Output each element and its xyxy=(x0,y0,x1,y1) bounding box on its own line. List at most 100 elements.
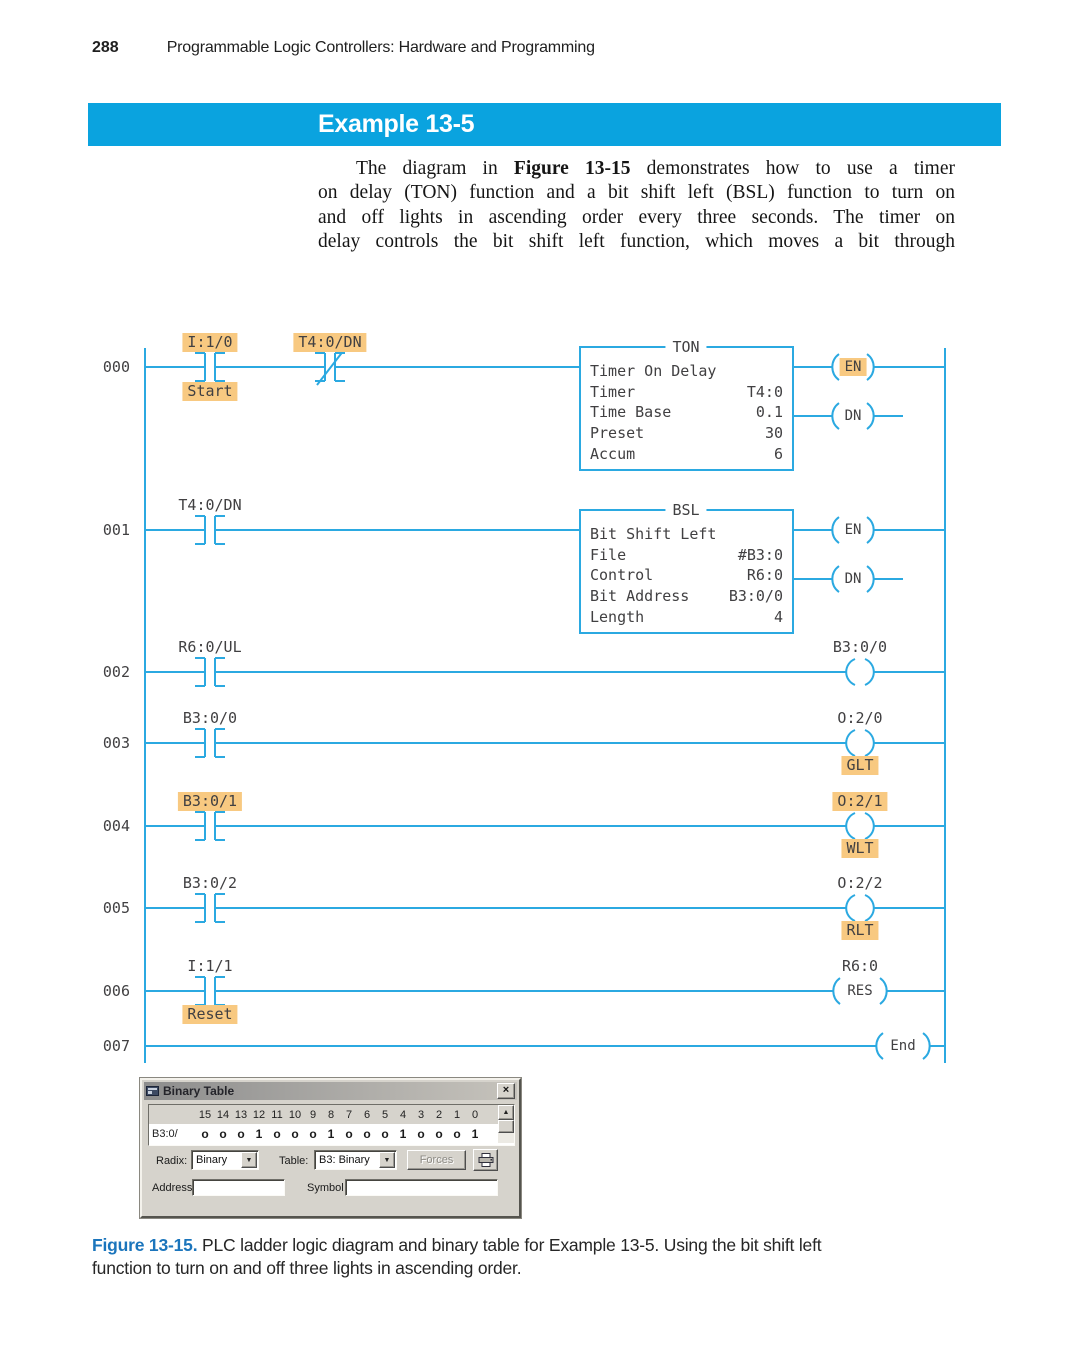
bit-header: 6 xyxy=(363,1108,371,1121)
paragraph-text: demonstrates how to use a timer xyxy=(630,158,955,179)
contact-label: I:1/1 xyxy=(187,957,233,975)
table-select[interactable]: B3: Binary ▼ xyxy=(314,1150,397,1170)
dn-coil-label: DN xyxy=(844,571,862,587)
page-number: 288 xyxy=(92,39,119,56)
contact-symbol-label: Start xyxy=(182,382,238,401)
bit-value[interactable]: o xyxy=(309,1126,317,1141)
bit-header: 15 xyxy=(198,1108,212,1121)
window-titlebar[interactable]: Binary Table × xyxy=(144,1082,517,1100)
paragraph-line: delay controls the bit shift left functi… xyxy=(318,231,955,253)
bit-header: 2 xyxy=(435,1108,443,1121)
param-label: Length xyxy=(590,607,645,626)
scrollbar-thumb[interactable] xyxy=(498,1120,514,1133)
bit-value[interactable]: 1 xyxy=(255,1126,263,1141)
bit-value[interactable]: o xyxy=(219,1126,227,1141)
rung-number: 002 xyxy=(102,663,130,681)
coil-label: R6:0 xyxy=(841,957,879,975)
output-coil xyxy=(845,894,875,922)
bit-value[interactable]: 1 xyxy=(399,1126,407,1141)
paragraph-line: The diagram in Figure 13-15 demonstrates… xyxy=(318,157,955,181)
ton-block-body: Timer On Delay Timer T4:0 Time Base 0.1 Pr… xyxy=(590,361,783,464)
param-label: Control xyxy=(590,566,654,585)
bit-value[interactable]: o xyxy=(273,1126,281,1141)
contact-no xyxy=(195,728,225,758)
dn-coil-label: DN xyxy=(844,408,862,424)
output-coil xyxy=(845,812,875,840)
figure-caption-text: PLC ladder logic diagram and binary tabl… xyxy=(197,1235,822,1255)
coil-symbol-label: GLT xyxy=(841,756,879,775)
param-value: 30 xyxy=(764,424,783,443)
contact-nc xyxy=(315,349,345,386)
contact-no xyxy=(195,515,225,545)
contact-label: T4:0/DN xyxy=(178,496,242,514)
instruction-desc: Bit Shift Left xyxy=(590,525,717,544)
printer-icon xyxy=(478,1153,493,1167)
table-value: B3: Binary xyxy=(319,1154,370,1166)
bit-header: 8 xyxy=(327,1108,335,1121)
bit-value[interactable]: o xyxy=(453,1126,461,1141)
close-icon[interactable]: × xyxy=(497,1083,515,1099)
param-label: File xyxy=(590,545,627,564)
window-icon xyxy=(146,1086,159,1096)
running-head: 288 Programmable Logic Controllers: Hard… xyxy=(92,39,595,57)
address-input[interactable] xyxy=(192,1179,285,1196)
param-label: Accum xyxy=(590,444,636,463)
instruction-desc: Timer On Delay xyxy=(590,362,717,381)
res-coil-label: RES xyxy=(847,983,873,999)
output-coil xyxy=(845,658,875,686)
example-banner-title: Example 13-5 xyxy=(318,110,475,138)
scroll-up-icon[interactable]: ▲ xyxy=(498,1105,514,1120)
bit-value[interactable]: o xyxy=(291,1126,299,1141)
print-button[interactable] xyxy=(473,1149,498,1171)
bit-value[interactable]: o xyxy=(363,1126,371,1141)
figure-caption-label: Figure 13-15. xyxy=(92,1235,198,1255)
rung-number: 006 xyxy=(102,982,130,1000)
bit-header: 4 xyxy=(399,1108,407,1121)
bit-value[interactable]: 1 xyxy=(471,1126,479,1141)
bit-value[interactable]: o xyxy=(417,1126,425,1141)
forces-button[interactable]: Forces xyxy=(407,1150,466,1170)
rung-number: 000 xyxy=(102,358,130,376)
bit-header: 9 xyxy=(309,1108,317,1121)
rung-number: 007 xyxy=(102,1037,130,1055)
contact-label: B3:0/1 xyxy=(177,792,243,811)
example-banner: Example 13-5 xyxy=(88,103,1001,146)
contact-label: B3:0/2 xyxy=(182,874,238,892)
dn-coil xyxy=(831,565,875,593)
ladder-diagram: 000 001 002 003 004 005 006 007 I:1/0 St… xyxy=(88,330,1010,1078)
contact-no xyxy=(195,811,225,841)
bit-value-row[interactable]: B3:0/ o o o 1 o o o 1 o o o 1 o o o 1 xyxy=(149,1124,514,1143)
contact-label: R6:0/UL xyxy=(178,638,242,656)
end-coil-label: End xyxy=(890,1038,916,1054)
coil-label: O:2/0 xyxy=(837,709,883,727)
dropdown-icon[interactable]: ▼ xyxy=(379,1152,395,1168)
bit-value[interactable]: o xyxy=(435,1126,443,1141)
binary-grid[interactable]: 15 14 13 12 11 10 9 8 7 6 5 4 3 2 1 0 B3… xyxy=(148,1104,515,1146)
figure-caption-text: function to turn on and off three lights… xyxy=(92,1257,522,1278)
paragraph-line: on delay (TON) function and a bit shift … xyxy=(318,182,955,204)
param-value: B3:0/0 xyxy=(728,587,783,606)
contact-label: I:1/0 xyxy=(182,333,238,352)
symbol-input[interactable] xyxy=(345,1179,498,1196)
param-value: R6:0 xyxy=(746,566,783,585)
vertical-scrollbar[interactable]: ▲ xyxy=(498,1105,514,1143)
res-coil xyxy=(832,977,888,1005)
bit-value[interactable]: 1 xyxy=(327,1126,335,1141)
bit-value[interactable]: o xyxy=(345,1126,353,1141)
contact-symbol-label: Reset xyxy=(182,1005,238,1024)
body-paragraph: The diagram in Figure 13-15 demonstrates… xyxy=(318,157,955,255)
param-value: 0.1 xyxy=(755,403,783,422)
rung-number: 001 xyxy=(102,521,130,539)
bit-value[interactable]: o xyxy=(237,1126,245,1141)
bit-header: 5 xyxy=(381,1108,389,1121)
bsl-block-body: Bit Shift Left File #B3:0 Control R6:0 Bit… xyxy=(590,524,783,627)
bit-header: 12 xyxy=(252,1108,266,1121)
bit-value[interactable]: o xyxy=(381,1126,389,1141)
bit-value[interactable]: o xyxy=(201,1126,209,1141)
bit-header: 1 xyxy=(453,1108,461,1121)
dropdown-icon[interactable]: ▼ xyxy=(241,1152,257,1168)
radix-select[interactable]: Binary ▼ xyxy=(191,1150,259,1170)
coil-label: B3:0/0 xyxy=(832,638,888,656)
paragraph-text: The diagram in xyxy=(356,158,514,179)
bit-header: 13 xyxy=(234,1108,248,1121)
